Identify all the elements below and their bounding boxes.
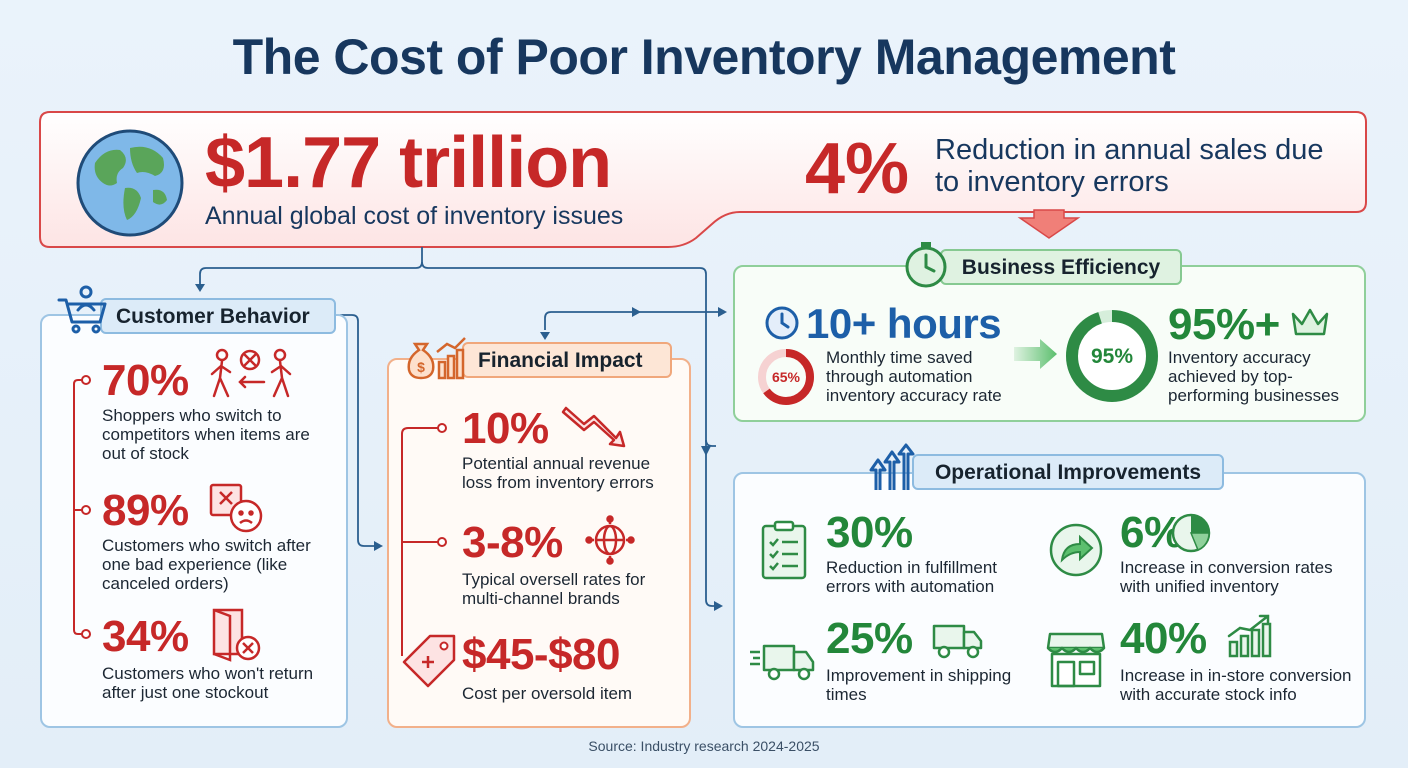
svg-text:$: $: [417, 359, 425, 375]
business-efficiency-panel: [733, 265, 1366, 422]
clock-icon: [765, 306, 799, 340]
accuracy-description: Inventory accuracy achieved by top-perfo…: [1168, 348, 1340, 405]
customer-behavior-heading: Customer Behavior: [100, 298, 336, 334]
source-note: Source: Industry research 2024-2025: [588, 738, 820, 754]
big-donut-label: 95%: [1091, 345, 1133, 368]
operational-improvements-panel: [733, 472, 1366, 728]
stat-value: 3-8%: [462, 518, 563, 567]
stat-description: Cost per oversold item: [462, 684, 633, 703]
delivery-truck-icon: [750, 644, 815, 681]
exit-door-icon: [212, 608, 261, 662]
store-front-icon: [1046, 632, 1106, 688]
stat-description: Increase in conversion rates with unifie…: [1120, 558, 1333, 596]
globe-icon: [76, 129, 184, 237]
stat-value: 70%: [102, 356, 189, 405]
financial-impact-heading: Financial Impact: [462, 342, 672, 378]
sad-face-box-icon: [209, 483, 263, 533]
down-arrow-icon: [1017, 209, 1081, 239]
operational-improvements-heading: Operational Improvements: [912, 454, 1224, 490]
hero-percent-label: Reduction in annual sales due to invento…: [935, 134, 1324, 198]
stat-description: Typical oversell rates for multi-channel…: [462, 570, 646, 608]
up-arrows-icon: [869, 443, 915, 490]
page-title: The Cost of Poor Inventory Management: [232, 29, 1176, 85]
stat-value: 89%: [102, 486, 189, 535]
hero-amount: $1.77 trillion: [205, 123, 612, 203]
business-efficiency-heading: Business Efficiency: [940, 249, 1182, 285]
stopwatch-icon: [905, 242, 947, 288]
timeline-line: [401, 423, 447, 656]
stat-value: 40%: [1120, 614, 1207, 663]
small-donut-label: 65%: [772, 369, 801, 385]
hero-banner: [39, 111, 1367, 248]
stat-value: $45-$80: [462, 630, 620, 679]
bar-growth-icon: [1227, 614, 1272, 658]
refresh-arrow-icon: [1049, 523, 1103, 577]
down-trend-arrow-icon: [561, 406, 626, 448]
stat-value: 30%: [826, 508, 913, 557]
timeline-line: [73, 375, 91, 639]
crown-icon: [1291, 308, 1329, 336]
cart-icon: [57, 285, 107, 334]
stat-value: 25%: [826, 614, 913, 663]
stat-description: Potential annual revenue loss from inven…: [462, 454, 654, 492]
money-bag-chart-icon: $: [407, 337, 466, 380]
stat-value: 10%: [462, 404, 549, 453]
big-donut: 95%: [1066, 310, 1158, 402]
stat-description: Customers who won't return after just on…: [102, 664, 314, 702]
stat-description: Reduction in fulfillment errors with aut…: [826, 558, 998, 596]
walking-people-icon: [210, 348, 292, 398]
stat-description: Improvement in shipping times: [826, 666, 1012, 704]
stat-description: Customers who switch after one bad exper…: [102, 536, 311, 593]
hero-percent: 4%: [805, 129, 910, 209]
customer-behavior-panel: [40, 314, 348, 728]
hero-amount-label: Annual global cost of inventory issues: [205, 202, 624, 230]
target-globe-icon: [585, 515, 635, 565]
delivery-truck-small-icon: [932, 624, 983, 659]
clipboard-checklist-icon: [761, 520, 807, 580]
small-donut: 65%: [758, 349, 814, 405]
hours-description: Monthly time saved through automation in…: [826, 348, 1002, 405]
stat-description: Increase in in-store conversion with acc…: [1120, 666, 1352, 704]
accuracy-value: 95%+: [1168, 300, 1280, 349]
arrow-right-icon: [1014, 339, 1057, 369]
stat-description: Shoppers who switch to competitors when …: [102, 406, 310, 463]
pie-chart-icon: [1171, 513, 1211, 553]
stat-value: 34%: [102, 612, 189, 661]
hours-value: 10+ hours: [806, 300, 1002, 347]
price-tag-icon: [402, 634, 456, 688]
